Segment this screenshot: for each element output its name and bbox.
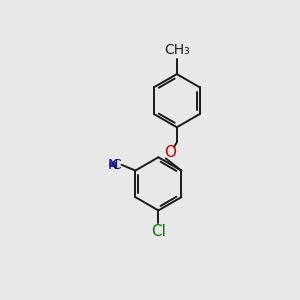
Text: O: O [164, 145, 176, 160]
Text: C: C [111, 158, 121, 172]
Text: CH₃: CH₃ [164, 43, 190, 57]
Text: Cl: Cl [151, 224, 166, 239]
Text: N: N [108, 158, 119, 172]
